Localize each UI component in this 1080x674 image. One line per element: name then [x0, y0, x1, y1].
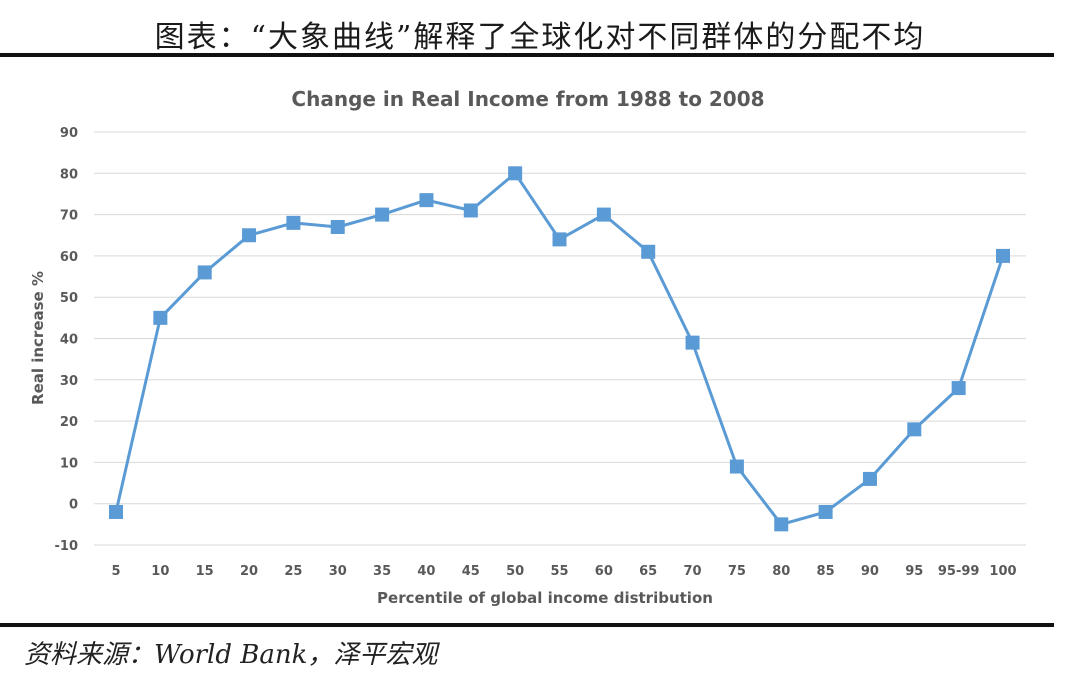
data-markers [109, 166, 1010, 532]
x-tick-label: 25 [284, 564, 302, 579]
x-tick-label: 15 [196, 564, 214, 579]
data-point [685, 335, 700, 350]
data-point [508, 166, 523, 181]
data-point [996, 248, 1010, 263]
x-tick-label: 30 [329, 564, 347, 579]
x-tick-label: 80 [772, 564, 790, 579]
data-point [951, 381, 966, 396]
x-axis-label: Percentile of global income distribution [377, 589, 713, 607]
data-point [907, 422, 922, 437]
y-tick-label: 20 [60, 415, 78, 430]
data-point [729, 459, 744, 474]
data-point [818, 504, 833, 519]
data-point [862, 471, 877, 486]
data-point [109, 504, 123, 519]
x-tick-label: 35 [373, 564, 391, 579]
x-tick-label: 50 [506, 564, 524, 579]
x-tick-label: 95-99 [938, 564, 980, 579]
data-point [774, 517, 789, 532]
source-note: 资料来源：World Bank，泽平宏观 [24, 640, 438, 670]
data-point [153, 310, 168, 325]
chart-title: Change in Real Income from 1988 to 2008 [291, 87, 764, 111]
data-point [463, 203, 478, 218]
figure-title: 图表：“大象曲线”解释了全球化对不同群体的分配不均 [154, 20, 926, 55]
data-point [197, 265, 212, 280]
x-axis-ticks: 5 10 15 20 25 30 35 40 45 50 55 60 65 70 75 80 85 90 95 95-… [111, 564, 1016, 579]
x-tick-label: 5 [111, 564, 120, 579]
y-axis-label: Real increase % [29, 271, 47, 405]
y-tick-label: 0 [69, 498, 78, 513]
y-tick-label: 40 [60, 333, 78, 348]
gridlines [94, 131, 1026, 546]
y-tick-label: 80 [60, 167, 78, 182]
series-line [114, 171, 1005, 526]
y-tick-label: 10 [60, 456, 78, 471]
data-point [552, 232, 567, 247]
y-tick-label: 30 [60, 374, 78, 389]
bottom-rule [0, 623, 1054, 627]
data-point [286, 215, 301, 230]
x-tick-label: 100 [989, 564, 1016, 579]
data-point [330, 219, 345, 234]
y-tick-label: 90 [60, 126, 78, 141]
y-tick-label: 60 [60, 250, 78, 265]
x-tick-label: 10 [151, 564, 169, 579]
data-point [242, 228, 257, 243]
y-axis-ticks: 90 80 70 60 50 40 30 20 10 0 -10 [55, 126, 79, 554]
x-tick-label: 75 [728, 564, 746, 579]
y-tick-label: 70 [60, 209, 78, 224]
data-point [596, 207, 611, 222]
x-tick-label: 40 [417, 564, 435, 579]
top-rule [0, 53, 1054, 57]
y-tick-label: -10 [55, 539, 79, 554]
x-tick-label: 55 [550, 564, 568, 579]
data-point [641, 244, 656, 259]
x-tick-label: 20 [240, 564, 258, 579]
x-tick-label: 70 [684, 564, 702, 579]
x-tick-label: 85 [817, 564, 835, 579]
x-tick-label: 60 [595, 564, 613, 579]
x-tick-label: 95 [905, 564, 923, 579]
x-tick-label: 45 [462, 564, 480, 579]
data-point [419, 193, 434, 208]
y-tick-label: 50 [60, 291, 78, 306]
x-tick-label: 65 [639, 564, 657, 579]
data-point [375, 207, 390, 222]
x-tick-label: 90 [861, 564, 879, 579]
